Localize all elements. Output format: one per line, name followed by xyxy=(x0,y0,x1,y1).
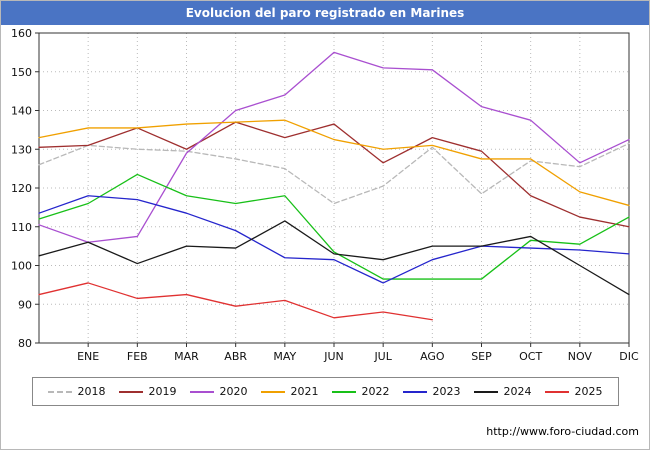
legend-label-2020: 2020 xyxy=(219,385,248,398)
legend-line-sample-2023 xyxy=(402,390,427,393)
plot-border xyxy=(38,32,630,344)
chart-title: Evolucion del paro registrado en Marines xyxy=(1,1,649,25)
x-tick-label: MAR xyxy=(174,350,199,363)
legend-box: 2018 2019 2020 2021 2022 2023 2024 2025 xyxy=(31,377,619,406)
legend-line-sample-2019 xyxy=(118,390,143,393)
legend-label-2019: 2019 xyxy=(148,385,177,398)
x-tick-label: JUN xyxy=(323,350,344,363)
legend-item-2022: 2022 xyxy=(331,385,390,398)
line-chart: 80 90 100 110 120 130 140 150 160 ENE FEB MAR ABR MAY… xyxy=(11,27,639,363)
y-tick-label: 160 xyxy=(11,27,32,40)
legend-line-sample-2022 xyxy=(331,390,356,393)
legend-item-2018: 2018 xyxy=(47,385,106,398)
legend-item-2025: 2025 xyxy=(544,385,603,398)
legend: 2018 2019 2020 2021 2022 2023 2024 2025 xyxy=(1,377,649,406)
footer-url[interactable]: http://www.foro-ciudad.com xyxy=(486,425,639,438)
x-tick-label: JUL xyxy=(373,350,392,363)
legend-line-sample-2020 xyxy=(189,390,214,393)
y-tick-label: 90 xyxy=(18,298,32,311)
legend-item-2023: 2023 xyxy=(402,385,461,398)
series-line-2025 xyxy=(38,282,433,321)
y-tick-label: 140 xyxy=(11,105,32,118)
legend-item-2020: 2020 xyxy=(189,385,248,398)
y-tick-label: 100 xyxy=(11,260,32,273)
x-tick-label: OCT xyxy=(519,350,542,363)
legend-label-2023: 2023 xyxy=(432,385,461,398)
legend-line-sample-2024 xyxy=(473,390,498,393)
legend-label-2018: 2018 xyxy=(77,385,106,398)
legend-item-2019: 2019 xyxy=(118,385,177,398)
x-tick-label: NOV xyxy=(568,350,593,363)
y-tick-label: 150 xyxy=(11,66,32,79)
x-tick-label: FEB xyxy=(127,350,148,363)
legend-line-sample-2018 xyxy=(47,390,72,393)
legend-label-2024: 2024 xyxy=(503,385,532,398)
x-tick-label: MAY xyxy=(273,350,296,363)
legend-item-2021: 2021 xyxy=(260,385,319,398)
series-line-2018 xyxy=(38,142,630,205)
x-tick-label: ENE xyxy=(77,350,99,363)
x-tick-label: ABR xyxy=(224,350,247,363)
y-tick-label: 80 xyxy=(18,337,32,350)
x-tick-label: SEP xyxy=(471,350,492,363)
series-line-2020 xyxy=(38,51,630,243)
series-line-2024 xyxy=(38,220,630,296)
x-tick-label: AGO xyxy=(420,350,445,363)
y-tick-label: 120 xyxy=(11,182,32,195)
legend-line-sample-2025 xyxy=(544,390,569,393)
x-tick-label: DIC xyxy=(619,350,639,363)
series-line-2022 xyxy=(38,173,630,280)
y-tick-label: 130 xyxy=(11,143,32,156)
series-line-2023 xyxy=(38,195,630,284)
legend-line-sample-2021 xyxy=(260,390,285,393)
legend-item-2024: 2024 xyxy=(473,385,532,398)
series-line-2021 xyxy=(38,119,630,207)
legend-label-2025: 2025 xyxy=(574,385,603,398)
legend-label-2022: 2022 xyxy=(361,385,390,398)
legend-label-2021: 2021 xyxy=(290,385,319,398)
y-tick-label: 110 xyxy=(11,221,32,234)
